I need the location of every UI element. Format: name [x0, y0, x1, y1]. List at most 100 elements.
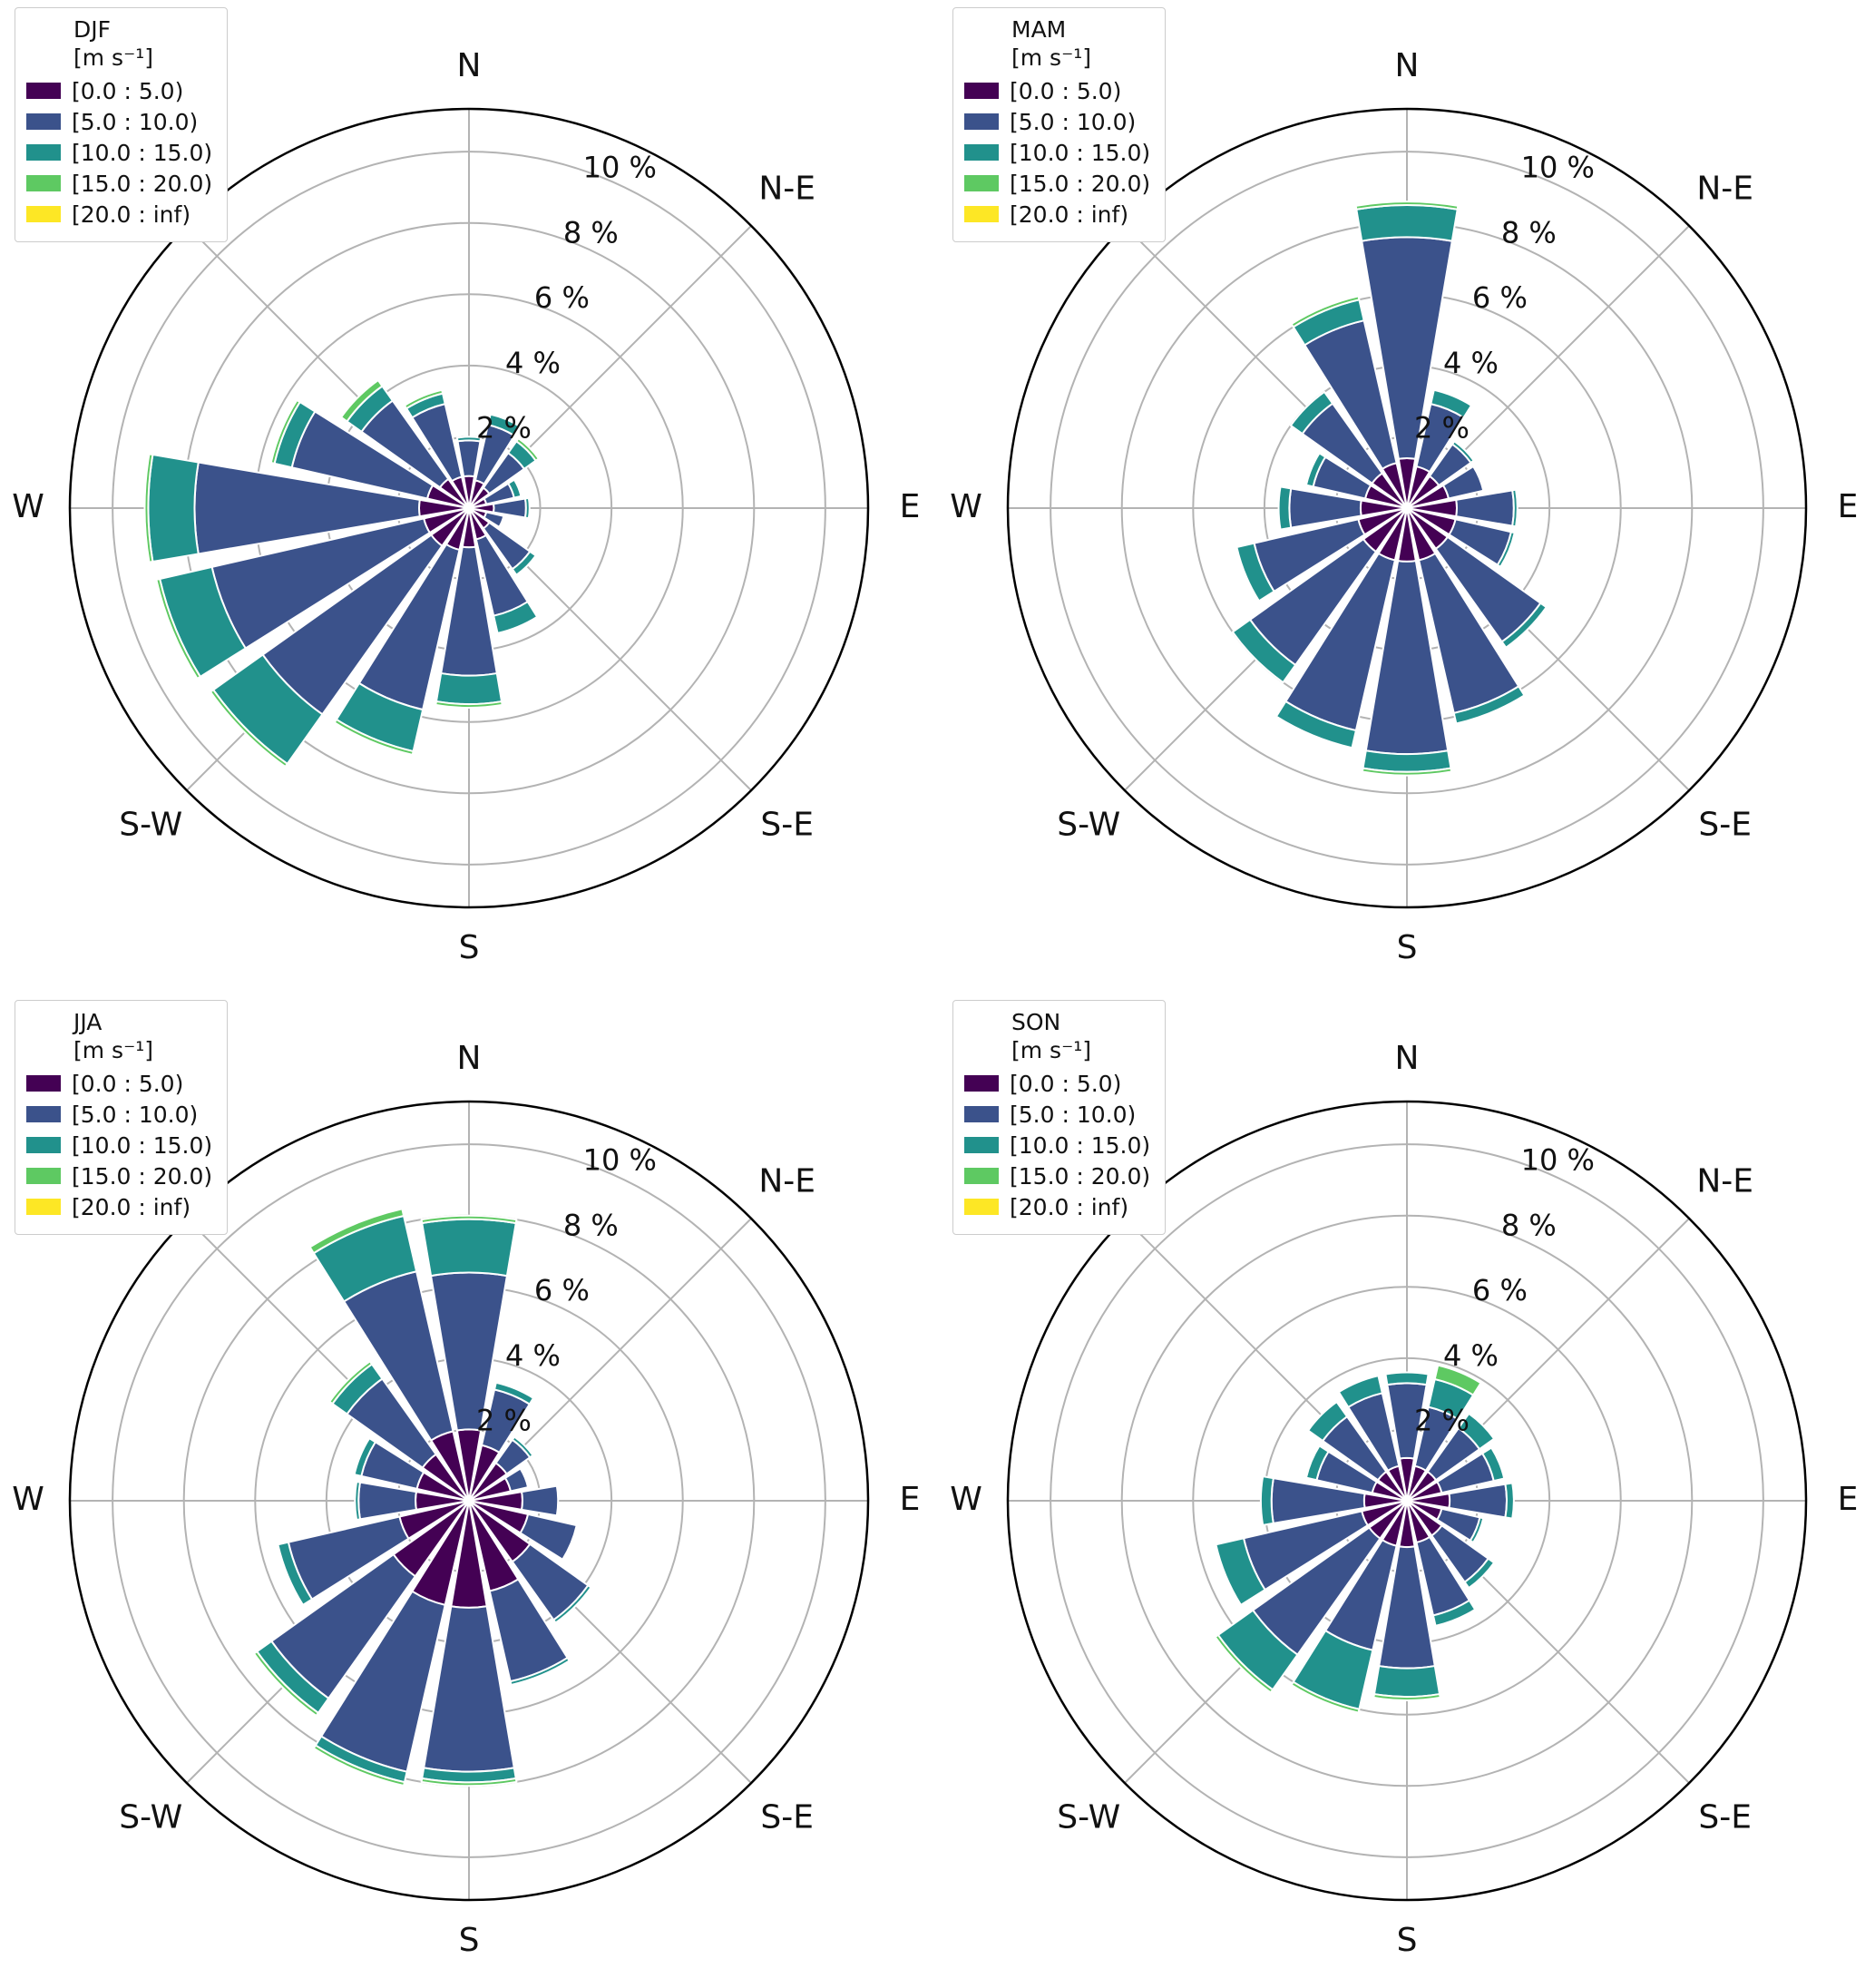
- legend-swatch-icon: [26, 1137, 61, 1153]
- legend-swatch-icon: [26, 1075, 61, 1092]
- windrose-bars: [1231, 201, 1548, 777]
- legend-bin-label: [5.0 : 10.0): [1010, 108, 1137, 135]
- legend-bin-label: [15.0 : 20.0): [1010, 1162, 1151, 1190]
- svg-text:S-E: S-E: [760, 1799, 814, 1836]
- svg-text:S-E: S-E: [1698, 1799, 1752, 1836]
- legend-bin-label: [0.0 : 5.0): [72, 77, 184, 104]
- legend-swatch-icon: [964, 1199, 999, 1215]
- legend-item: [15.0 : 20.0): [964, 171, 1150, 197]
- windrose-bar-segment: [1231, 618, 1297, 684]
- svg-text:S: S: [1397, 929, 1418, 966]
- legend-season-title: JJA: [73, 1009, 103, 1035]
- windrose-bars: [1214, 1364, 1515, 1714]
- svg-text:S-E: S-E: [1698, 807, 1752, 844]
- windrose-bar-segment: [515, 437, 540, 462]
- legend-units-label: [m s⁻¹]: [73, 44, 154, 72]
- windrose-bar-segment: [404, 388, 444, 410]
- svg-text:4 %: 4 %: [1443, 1338, 1499, 1373]
- windrose-bar-segment: [1457, 1412, 1496, 1451]
- svg-text:8 %: 8 %: [1501, 1208, 1557, 1242]
- legend-jja: JJA [m s⁻¹] [0.0 : 5.0) [5.0 : 10.0) [10.0 :…: [15, 1000, 229, 1235]
- svg-text:6 %: 6 %: [1472, 1273, 1528, 1307]
- legend-item: [10.0 : 15.0): [26, 1132, 212, 1159]
- legend-bin-label: [5.0 : 10.0): [72, 1101, 199, 1128]
- windrose-bar-segment: [354, 1481, 361, 1521]
- windrose-bar-segment: [1290, 295, 1361, 328]
- windrose-bar-segment: [435, 672, 503, 706]
- windrose-bar-segment: [340, 379, 384, 423]
- legend-swatch-icon: [26, 1168, 61, 1184]
- windrose-bar-segment: [1304, 1444, 1330, 1482]
- legend-item: [20.0 : inf): [26, 1194, 212, 1220]
- windrose-bar-segment: [493, 1381, 534, 1405]
- svg-text:10 %: 10 %: [1521, 150, 1595, 184]
- legend-item: [5.0 : 10.0): [26, 109, 212, 135]
- legend-swatch-icon: [964, 206, 999, 222]
- svg-text:S: S: [1397, 1922, 1418, 1959]
- windrose-bar-segment: [552, 1584, 592, 1624]
- legend-swatch-icon: [964, 1106, 999, 1122]
- legend-item: [0.0 : 5.0): [26, 1071, 212, 1097]
- windrose-bar-segment: [277, 1541, 313, 1606]
- windrose-chart-jja: 2 % 4 % 6 % 8 % 10 % N N-E E S-E S S-W W: [0, 993, 937, 1984]
- windrose-bar-segment: [147, 454, 200, 563]
- legend-units-label: [m s⁻¹]: [1011, 1037, 1092, 1064]
- legend-bin-label: [20.0 : inf): [1010, 201, 1129, 228]
- windrose-bar-segment: [1355, 204, 1459, 242]
- svg-text:N: N: [1395, 1040, 1420, 1077]
- legend-item: [5.0 : 10.0): [964, 1102, 1150, 1128]
- windrose-bar-segment: [1372, 1693, 1441, 1702]
- svg-text:E: E: [1838, 1481, 1859, 1518]
- legend-son: SON [m s⁻¹] [0.0 : 5.0) [5.0 : 10.0) [10.0 :…: [952, 1000, 1167, 1235]
- windrose-bars: [143, 379, 540, 768]
- legend-item: [20.0 : inf): [964, 1194, 1150, 1220]
- svg-text:W: W: [950, 488, 982, 525]
- windrose-bar-segment: [1511, 488, 1519, 528]
- svg-text:E: E: [900, 488, 921, 525]
- windrose-bar-segment: [421, 1218, 517, 1278]
- windrose-bar-segment: [1463, 1557, 1496, 1590]
- legend-bin-label: [5.0 : 10.0): [72, 108, 199, 135]
- svg-text:E: E: [1838, 488, 1859, 525]
- legend-swatch-icon: [964, 175, 999, 191]
- legend-bin-label: [15.0 : 20.0): [1010, 170, 1151, 197]
- legend-bin-label: [0.0 : 5.0): [1010, 1070, 1122, 1097]
- legend-item: [20.0 : inf): [964, 201, 1150, 228]
- windrose-bar-segment: [1500, 602, 1548, 649]
- windrose-bar-segment: [511, 550, 537, 576]
- legend-swatch-icon: [964, 83, 999, 99]
- windrose-bar-segment: [420, 1777, 518, 1787]
- windrose-bar-segment: [328, 1360, 374, 1405]
- windrose-bar-segment: [143, 453, 154, 563]
- legend-item: [15.0 : 20.0): [964, 1163, 1150, 1190]
- svg-text:N: N: [1395, 47, 1420, 84]
- direction-labels: N N-E E S-E S S-W W: [950, 47, 1858, 966]
- legend-item: [15.0 : 20.0): [26, 1163, 212, 1190]
- windrose-bar-segment: [155, 578, 201, 680]
- svg-text:N: N: [457, 47, 482, 84]
- windrose-bar-segment: [1384, 1371, 1430, 1386]
- svg-text:N-E: N-E: [1696, 170, 1753, 207]
- windrose-bar-segment: [353, 1437, 376, 1477]
- svg-text:8 %: 8 %: [563, 215, 619, 250]
- svg-text:4 %: 4 %: [505, 1338, 561, 1373]
- windrose-bar-segment: [487, 413, 522, 437]
- windrose-bar-segment: [1289, 390, 1334, 436]
- legend-bin-label: [10.0 : 15.0): [1010, 1131, 1151, 1159]
- legend-bin-label: [10.0 : 15.0): [72, 1131, 213, 1159]
- windrose-chart-djf: 2 % 4 % 6 % 8 % 10 % N N-E E S-E S S-W W: [0, 0, 937, 992]
- windrose-bar-segment: [1307, 1401, 1348, 1442]
- direction-labels: N N-E E S-E S S-W W: [12, 1040, 920, 1959]
- legend-bin-label: [15.0 : 20.0): [72, 170, 213, 197]
- windrose-bar-segment: [521, 1484, 560, 1517]
- svg-text:N-E: N-E: [758, 1162, 815, 1200]
- svg-text:E: E: [900, 1481, 921, 1518]
- legend-season-title: DJF: [73, 16, 112, 43]
- windrose-bar-segment: [1214, 1633, 1274, 1694]
- svg-text:N-E: N-E: [1696, 1162, 1753, 1200]
- windrose-bar-segment: [1433, 1364, 1482, 1396]
- polar-outline: [1006, 1100, 1808, 1902]
- windrose-bar-segment: [1235, 542, 1275, 602]
- windrose-bar-segment: [1361, 767, 1453, 777]
- legend-item: [10.0 : 15.0): [964, 1132, 1150, 1159]
